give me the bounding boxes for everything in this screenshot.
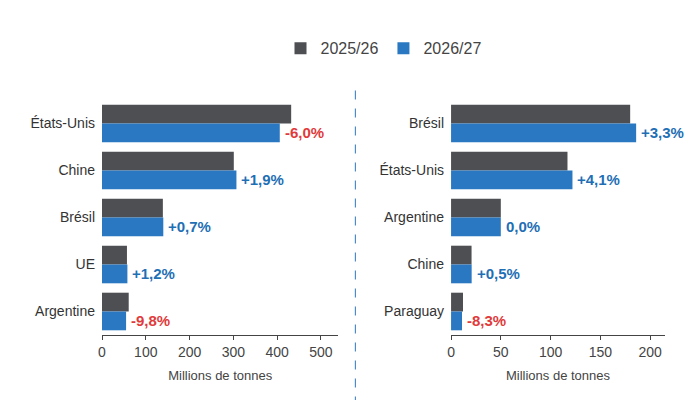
svg-text:Argentine: Argentine bbox=[35, 303, 95, 319]
svg-text:États-Unis: États-Unis bbox=[30, 115, 95, 131]
svg-text:2025/26: 2025/26 bbox=[321, 40, 379, 57]
svg-text:Brésil: Brésil bbox=[409, 115, 444, 131]
svg-text:0: 0 bbox=[98, 344, 106, 360]
svg-text:Paraguay: Paraguay bbox=[384, 303, 444, 319]
svg-text:-6,0%: -6,0% bbox=[285, 124, 324, 141]
svg-text:Chine: Chine bbox=[58, 162, 95, 178]
svg-text:-9,8%: -9,8% bbox=[131, 312, 170, 329]
svg-text:+0,7%: +0,7% bbox=[168, 218, 211, 235]
svg-text:+3,3%: +3,3% bbox=[641, 124, 684, 141]
svg-text:300: 300 bbox=[222, 344, 246, 360]
svg-text:Brésil: Brésil bbox=[60, 209, 95, 225]
svg-text:0: 0 bbox=[447, 344, 455, 360]
svg-text:100: 100 bbox=[539, 344, 563, 360]
svg-text:+0,5%: +0,5% bbox=[477, 265, 520, 282]
svg-text:500: 500 bbox=[309, 344, 333, 360]
svg-text:UE: UE bbox=[76, 256, 95, 272]
svg-text:Chine: Chine bbox=[407, 256, 444, 272]
svg-text:Millions de tonnes: Millions de tonnes bbox=[506, 368, 611, 383]
svg-text:2026/27: 2026/27 bbox=[423, 40, 481, 57]
svg-text:Millions de tonnes: Millions de tonnes bbox=[168, 368, 273, 383]
svg-text:+1,9%: +1,9% bbox=[241, 171, 284, 188]
svg-text:200: 200 bbox=[638, 344, 662, 360]
svg-text:+4,1%: +4,1% bbox=[577, 171, 620, 188]
svg-text:États-Unis: États-Unis bbox=[379, 162, 444, 178]
svg-text:50: 50 bbox=[493, 344, 509, 360]
svg-text:200: 200 bbox=[178, 344, 202, 360]
svg-text:Argentine: Argentine bbox=[384, 209, 444, 225]
svg-text:+1,2%: +1,2% bbox=[132, 265, 175, 282]
svg-text:400: 400 bbox=[265, 344, 289, 360]
svg-text:100: 100 bbox=[134, 344, 158, 360]
svg-text:0,0%: 0,0% bbox=[506, 218, 540, 235]
svg-text:150: 150 bbox=[589, 344, 613, 360]
svg-text:-8,3%: -8,3% bbox=[467, 312, 506, 329]
